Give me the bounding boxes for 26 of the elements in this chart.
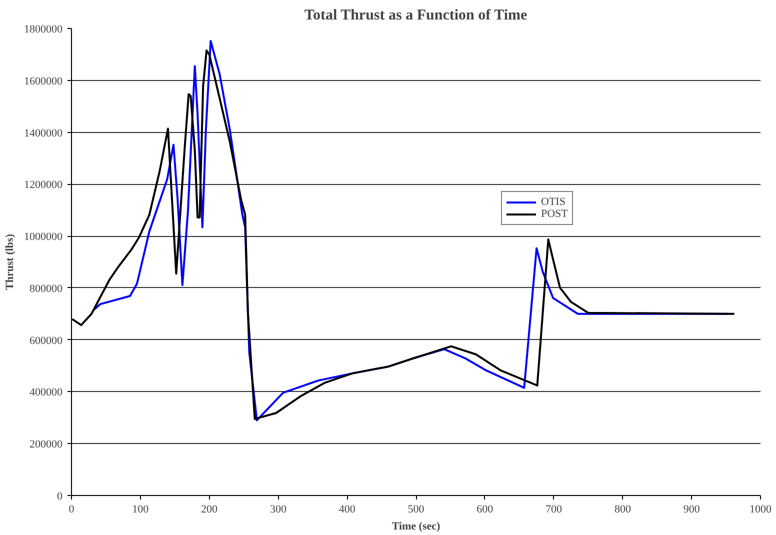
y-tick-label: 1800000	[24, 24, 63, 36]
y-axis-title: Thrust (lbs)	[4, 234, 16, 290]
y-tick-label: 1200000	[24, 179, 63, 192]
x-tick-label: 200	[201, 504, 218, 516]
x-tick-label: 800	[614, 504, 632, 516]
y-tick-label: 400000	[30, 386, 63, 399]
y-tick-label: 1600000	[24, 75, 63, 88]
x-tick-label: 900	[683, 504, 700, 516]
y-tick-label: 1000000	[24, 231, 63, 244]
x-tick-label: 1000	[750, 504, 772, 516]
x-tick-label: 300	[270, 504, 287, 516]
x-tick-label: 700	[546, 504, 563, 516]
chart-title: Total Thrust as a Function of Time	[304, 8, 528, 24]
y-tick-label: 800000	[30, 282, 63, 295]
y-tick-label: 200000	[30, 438, 63, 451]
y-tick-label: 0	[57, 490, 63, 502]
x-tick-label: 0	[68, 504, 75, 516]
legend-label: OTIS	[541, 196, 566, 208]
y-tick-label: 1400000	[24, 127, 63, 140]
y-tick-label: 600000	[30, 334, 63, 347]
x-axis-title: Time (sec)	[392, 520, 441, 532]
x-tick-label: 100	[132, 504, 150, 516]
x-tick-label: 600	[476, 504, 494, 516]
x-tick-label: 500	[408, 504, 425, 516]
legend-label: POST	[541, 208, 568, 220]
x-tick-label: 400	[338, 504, 356, 516]
